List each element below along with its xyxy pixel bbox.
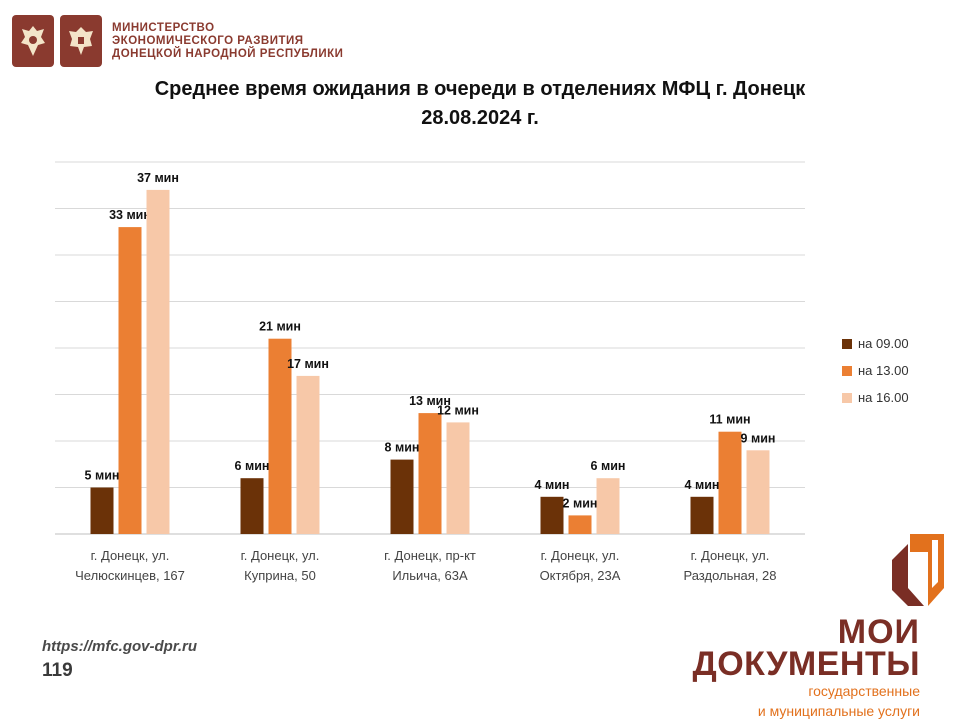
data-label: 33 мин: [109, 208, 151, 222]
logo-subtitle: и муниципальные услуги: [757, 703, 920, 719]
data-label: 12 мин: [437, 403, 479, 417]
category-label: Раздольная, 28: [683, 568, 776, 583]
legend-item: на 09.00: [842, 330, 909, 357]
bar: [240, 478, 264, 534]
bar: [268, 338, 292, 534]
moi-dokumenty-logo: МОИ ДОКУМЕНТЫ государственные и муниципа…: [692, 613, 920, 720]
logo-subtitle: государственные: [808, 683, 920, 699]
page-number: 119: [42, 660, 73, 681]
bar: [118, 227, 142, 534]
data-label: 6 мин: [235, 459, 270, 473]
bar: [746, 450, 770, 534]
chart-title: Среднее время ожидания в очереди в отдел…: [0, 75, 960, 133]
data-label: 11 мин: [709, 413, 750, 427]
data-label: 21 мин: [259, 320, 301, 334]
logo-line: ДОКУМЕНТЫ: [692, 645, 920, 683]
bar: [418, 413, 442, 534]
category-label: Челюскинцев, 167: [75, 568, 185, 583]
ministry-line: ДОНЕЦКОЙ НАРОДНОЙ РЕСПУБЛИКИ: [112, 47, 344, 60]
logo-line: МОИ: [837, 613, 920, 651]
data-label: 5 мин: [85, 469, 120, 483]
bar: [390, 459, 414, 534]
ministry-line: МИНИСТЕРСТВО: [112, 21, 215, 34]
chart-title-date: 28.08.2024 г.: [421, 107, 539, 129]
category-label: Ильича, 63А: [392, 568, 468, 583]
bar: [146, 189, 170, 534]
category-label: Октября, 23А: [540, 568, 621, 583]
bar: [690, 496, 714, 534]
data-label: 4 мин: [685, 478, 720, 492]
bar: [718, 431, 742, 534]
russia-emblem-icon: [12, 15, 54, 67]
data-label: 9 мин: [741, 431, 776, 445]
bar: [90, 487, 114, 534]
data-label: 2 мин: [563, 496, 598, 510]
moi-dokumenty-logo-icon: [892, 534, 944, 606]
ministry-line: ЭКОНОМИЧЕСКОГО РАЗВИТИЯ: [112, 34, 304, 47]
dpr-emblem-icon: [60, 15, 102, 67]
data-label: 37 мин: [137, 171, 179, 185]
chart-title-line: Среднее время ожидания в очереди в отдел…: [154, 78, 806, 100]
header: МИНИСТЕРСТВО ЭКОНОМИЧЕСКОГО РАЗВИТИЯ ДОН…: [12, 14, 343, 68]
legend-label: на 09.00: [858, 336, 909, 351]
chart-legend: на 09.00 на 13.00 на 16.00: [842, 330, 909, 411]
bar: [568, 515, 592, 534]
legend-item: на 16.00: [842, 384, 909, 411]
category-label: г. Донецк, ул.: [691, 548, 770, 563]
ministry-name: МИНИСТЕРСТВО ЭКОНОМИЧЕСКОГО РАЗВИТИЯ ДОН…: [112, 22, 343, 61]
legend-swatch: [842, 365, 852, 376]
legend-label: на 13.00: [858, 363, 909, 378]
data-label: 6 мин: [591, 459, 626, 473]
category-label: г. Донецк, ул.: [541, 548, 620, 563]
bar: [540, 496, 564, 534]
bar: [296, 375, 320, 534]
data-label: 17 мин: [287, 357, 329, 371]
category-label: г. Донецк, ул.: [91, 548, 170, 563]
legend-label: на 16.00: [858, 390, 909, 405]
category-label: Куприна, 50: [244, 568, 316, 583]
legend-item: на 13.00: [842, 357, 909, 384]
legend-swatch: [842, 392, 852, 403]
data-label: 8 мин: [385, 441, 420, 455]
category-label: г. Донецк, ул.: [241, 548, 320, 563]
data-label: 4 мин: [535, 478, 570, 492]
legend-swatch: [842, 338, 852, 349]
bar: [446, 422, 470, 534]
category-label: г. Донецк, пр-кт: [384, 548, 476, 563]
data-label: 13 мин: [409, 394, 451, 408]
bar: [596, 478, 620, 534]
website-url: https://mfc.gov-dpr.ru: [42, 638, 197, 655]
